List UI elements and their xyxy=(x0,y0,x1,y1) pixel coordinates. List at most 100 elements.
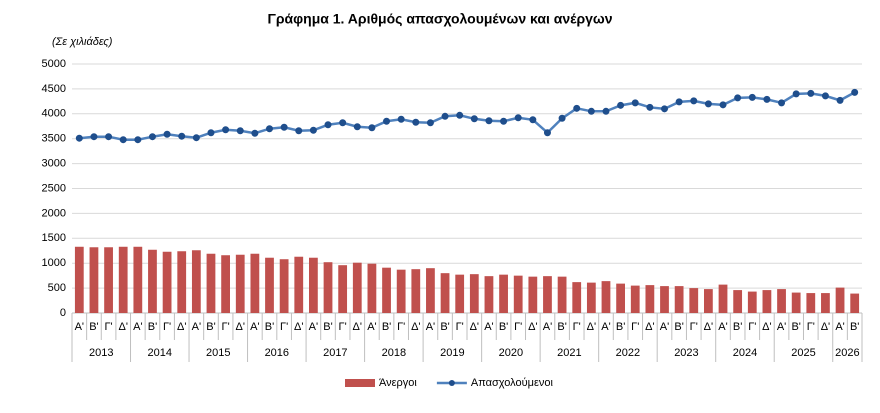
line-marker xyxy=(426,119,434,127)
x-tick-label: Δ' xyxy=(821,321,830,333)
x-tick-label: Β' xyxy=(440,321,449,333)
x-tick-label: Γ' xyxy=(280,321,288,333)
line-marker xyxy=(529,116,537,124)
bar xyxy=(513,275,523,313)
bar xyxy=(674,286,684,313)
bar xyxy=(440,273,450,313)
bar xyxy=(762,290,772,313)
line-marker xyxy=(602,107,610,115)
bar xyxy=(162,251,172,313)
line-marker xyxy=(383,117,391,125)
x-tick-label: Α' xyxy=(835,321,844,333)
year-label: 2013 xyxy=(89,347,113,359)
line-marker xyxy=(251,129,259,137)
line-marker xyxy=(324,121,332,129)
x-tick-label: Α' xyxy=(777,321,786,333)
y-tick-label: 3500 xyxy=(42,133,66,145)
y-tick-label: 0 xyxy=(60,307,66,319)
x-tick-label: Α' xyxy=(601,321,610,333)
x-tick-label: Γ' xyxy=(748,321,756,333)
bar xyxy=(221,255,230,313)
bar xyxy=(177,251,187,313)
bar xyxy=(235,254,245,313)
x-tick-label: Β' xyxy=(382,321,391,333)
y-tick-label: 4500 xyxy=(42,83,66,95)
x-tick-label: Α' xyxy=(660,321,669,333)
line-marker xyxy=(207,129,215,137)
x-tick-label: Α' xyxy=(250,321,259,333)
y-tick-label: 500 xyxy=(48,282,66,294)
x-tick-label: Δ' xyxy=(587,321,596,333)
x-tick-label: Γ' xyxy=(104,321,112,333)
bar xyxy=(718,284,728,313)
x-tick-label: Α' xyxy=(133,321,142,333)
bar xyxy=(586,282,596,313)
bar xyxy=(528,276,538,313)
year-label: 2024 xyxy=(733,347,757,359)
x-tick-label: Γ' xyxy=(807,321,815,333)
bar xyxy=(645,285,655,313)
bar xyxy=(74,246,84,313)
line-marker xyxy=(192,134,200,142)
line-marker xyxy=(851,88,859,96)
year-label: 2023 xyxy=(674,347,698,359)
bar xyxy=(806,293,816,313)
bar xyxy=(396,269,406,313)
line-marker xyxy=(412,118,420,126)
line-marker xyxy=(573,104,581,112)
line-marker xyxy=(617,101,625,109)
line-marker xyxy=(309,126,317,134)
bar xyxy=(352,262,362,313)
bar xyxy=(338,265,348,313)
x-tick-label: Β' xyxy=(148,321,157,333)
x-tick-label: Α' xyxy=(367,321,376,333)
line-marker xyxy=(807,89,815,97)
bar xyxy=(850,293,860,313)
line-marker xyxy=(558,114,566,122)
legend-label: Απασχολούμενοι xyxy=(471,377,554,389)
x-tick-label: Γ' xyxy=(573,321,581,333)
bar xyxy=(835,287,845,313)
bar xyxy=(616,283,625,313)
bar xyxy=(309,257,318,313)
bar xyxy=(148,249,157,313)
line-marker xyxy=(456,111,464,119)
x-tick-label: Δ' xyxy=(353,321,362,333)
bar xyxy=(206,253,216,313)
x-tick-label: Γ' xyxy=(514,321,522,333)
x-tick-label: Α' xyxy=(309,321,318,333)
x-tick-label: Β' xyxy=(499,321,508,333)
line-marker xyxy=(500,117,508,125)
bar xyxy=(601,281,611,313)
line-marker xyxy=(90,133,98,141)
bar xyxy=(382,267,391,313)
line-marker xyxy=(778,99,786,107)
line-marker xyxy=(587,107,595,115)
bar xyxy=(279,259,289,313)
x-tick-label: Δ' xyxy=(704,321,713,333)
x-tick-label: Β' xyxy=(733,321,742,333)
x-tick-label: Α' xyxy=(75,321,84,333)
bar xyxy=(499,274,508,313)
bar xyxy=(572,282,582,313)
bar xyxy=(543,276,552,313)
bar xyxy=(660,286,669,313)
bar xyxy=(704,289,713,313)
x-tick-label: Δ' xyxy=(470,321,479,333)
x-tick-label: Β' xyxy=(674,321,683,333)
line-marker xyxy=(690,97,698,105)
y-tick-label: 1000 xyxy=(42,257,66,269)
line-marker xyxy=(514,114,522,122)
x-tick-label: Γ' xyxy=(690,321,698,333)
x-tick-label: Γ' xyxy=(397,321,405,333)
line-marker xyxy=(719,101,727,109)
x-tick-label: Β' xyxy=(323,321,332,333)
line-marker xyxy=(280,123,288,131)
y-tick-label: 1500 xyxy=(42,232,66,244)
line-marker xyxy=(148,133,156,141)
line-marker xyxy=(675,98,683,106)
line-marker xyxy=(748,93,756,101)
line-marker xyxy=(236,127,244,135)
x-tick-label: Β' xyxy=(616,321,625,333)
bar xyxy=(426,268,435,313)
